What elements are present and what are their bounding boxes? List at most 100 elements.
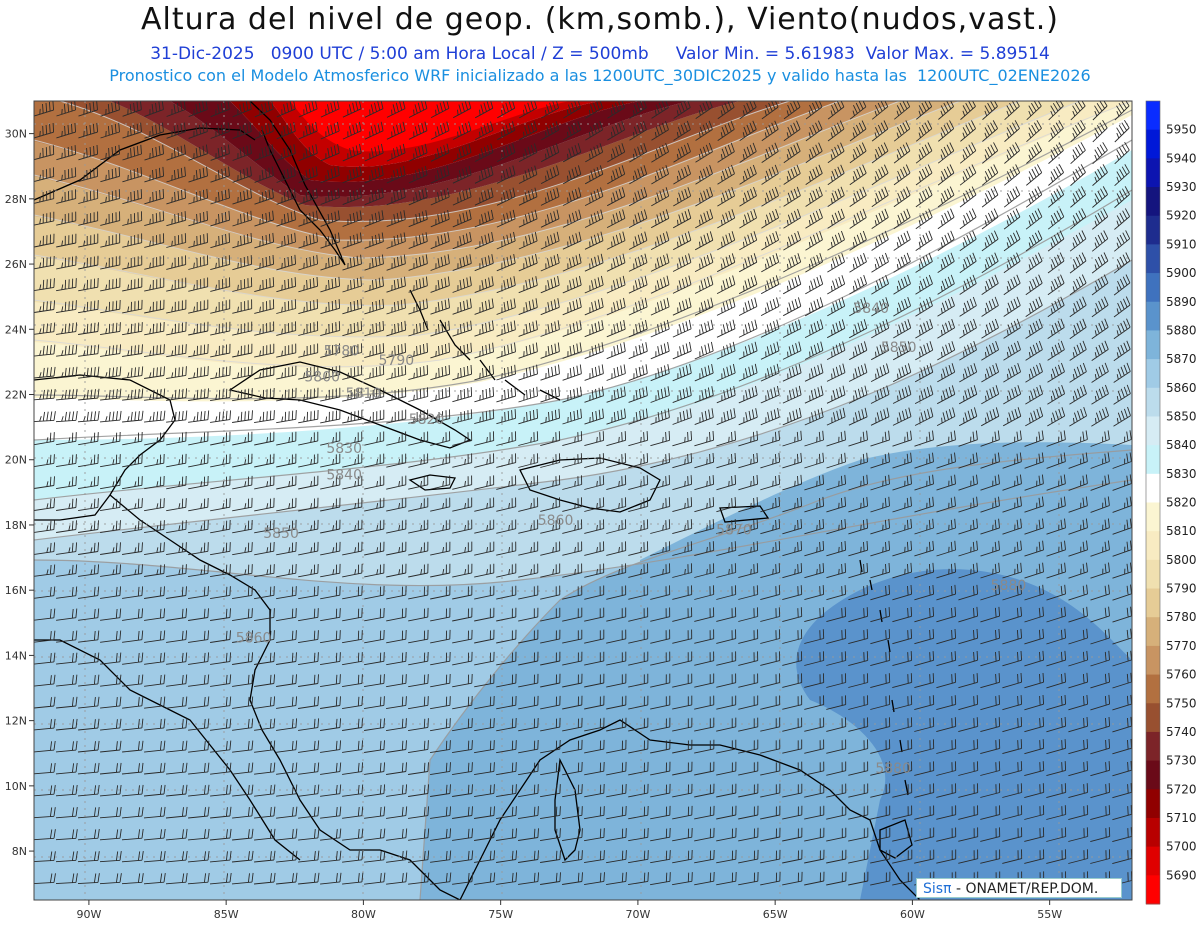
colorbar-swatch	[1146, 129, 1160, 159]
lat-tick-label: 24N	[5, 323, 27, 336]
contour-label: 5870	[716, 523, 752, 539]
height-band-5840	[34, 190, 1132, 540]
colorbar-swatch	[1146, 101, 1160, 131]
lat-tick-label: 12N	[5, 715, 27, 728]
colorbar-label: 5900	[1166, 266, 1197, 280]
colorbar-label: 5690	[1166, 868, 1197, 882]
colorbar-swatch	[1146, 445, 1160, 475]
colorbar-swatch	[1146, 559, 1160, 590]
lat-tick-label: 28N	[5, 193, 27, 206]
colorbar-swatch	[1146, 158, 1160, 188]
height-band-5760	[34, 101, 900, 258]
colorbar-label: 5730	[1166, 754, 1197, 768]
colorbar-label: 5770	[1166, 639, 1197, 653]
lat-tick-label: 30N	[5, 128, 27, 141]
colorbar-label: 5850	[1166, 409, 1197, 423]
model-info-subtitle: Pronostico con el Modelo Atmosferico WRF…	[109, 66, 1091, 85]
colorbar-swatch	[1146, 760, 1160, 790]
contour-labels: 5780 5790 5800 5810 5820 5830 5840 5840 5850 5850…	[236, 301, 1027, 777]
coastlines	[34, 101, 921, 900]
lat-tick-label: 26N	[5, 258, 27, 271]
colorbar-label: 5710	[1166, 811, 1197, 825]
height-band-5820	[34, 110, 1132, 440]
map-frame	[33, 100, 1133, 901]
contour-label: 5850	[263, 526, 299, 542]
colorbar-swatch	[1146, 789, 1160, 819]
colorbar-label: 5940	[1166, 151, 1197, 165]
lat-tick-label: 16N	[5, 584, 27, 597]
colorbar-label: 5800	[1166, 553, 1197, 567]
sis-logo-text: Sisπ	[923, 881, 952, 897]
lon-tick-label: 65W	[763, 908, 788, 921]
contour-label: 5850	[881, 340, 917, 356]
wind-barb-field	[34, 101, 1132, 886]
height-band-5800	[34, 101, 1132, 368]
lon-tick-label: 80W	[351, 908, 376, 921]
lat-tick-label: 14N	[5, 649, 27, 662]
colorbar-label: 5860	[1166, 381, 1197, 395]
colorbar-label: 5830	[1166, 467, 1197, 481]
lon-tick-label: 60W	[900, 908, 925, 921]
contour-label: 5830	[326, 441, 362, 457]
height-band-5730	[110, 101, 740, 208]
colorbar-swatch	[1146, 473, 1160, 503]
colorbar-swatch	[1146, 846, 1160, 876]
colorbar-label: 5700	[1166, 840, 1197, 854]
colorbar-swatch	[1146, 875, 1160, 905]
contour-label: 5840	[853, 301, 889, 317]
colorbar-swatch	[1146, 502, 1160, 532]
lat-tick-label: 20N	[5, 454, 27, 467]
colorbar-label: 5890	[1166, 295, 1197, 309]
lat-tick-label: 18N	[5, 519, 27, 532]
colorbar-label: 5720	[1166, 782, 1197, 796]
lon-tick-label: 70W	[625, 908, 650, 921]
wind-barbs	[34, 101, 1132, 886]
colorbar-label: 5820	[1166, 496, 1197, 510]
contour-label: 5780	[324, 343, 360, 359]
colorbar-swatch	[1146, 617, 1160, 647]
colorbar-label: 5910	[1166, 237, 1197, 251]
colorbar-label: 5920	[1166, 209, 1197, 223]
height-band-5830	[34, 140, 1132, 500]
colorbar-frame	[1145, 100, 1161, 905]
height-band-5790	[34, 101, 1080, 338]
colorbar-swatch	[1146, 187, 1160, 217]
colorbar-swatch	[1146, 244, 1160, 274]
lon-tick-label: 75W	[488, 908, 513, 921]
colorbar-swatch	[1146, 645, 1160, 676]
colorbar-label: 5880	[1166, 323, 1197, 337]
contour-label: 5800	[304, 369, 340, 385]
contour-label: 5810	[346, 386, 382, 402]
map-axes: 90W 85W 80W 75W 70W 65W 60W 55W 30N 28N 26N 24N 22N 2…	[5, 128, 1062, 921]
colorbar-swatch	[1146, 531, 1160, 561]
colorbar-swatch	[1146, 703, 1160, 733]
colorbar-swatch	[1146, 273, 1160, 303]
colorbar-label: 5740	[1166, 725, 1197, 739]
contour-label: 5860	[236, 630, 272, 646]
contour-label: 5820	[409, 412, 445, 428]
colorbar-swatch	[1146, 387, 1160, 417]
height-band-5750	[34, 101, 840, 241]
colorbar-label: 5760	[1166, 668, 1197, 682]
colorbar-swatch	[1146, 817, 1160, 848]
contour-label: 5860	[538, 513, 574, 529]
colorbar-label: 5810	[1166, 524, 1197, 538]
height-band-5880-north	[640, 442, 1132, 580]
colorbar-swatch	[1146, 588, 1160, 618]
colorbar-label: 5870	[1166, 352, 1197, 366]
lat-tick-label: 10N	[5, 780, 27, 793]
colorbar-label: 5950	[1166, 123, 1197, 137]
height-band-5770	[34, 101, 960, 280]
lon-tick-label: 90W	[76, 908, 101, 921]
height-band-5810	[34, 101, 1132, 402]
colorbar-swatch	[1146, 359, 1160, 389]
credit-org: - ONAMET/REP.DOM.	[951, 881, 1099, 897]
contour-label: 5880	[875, 761, 911, 777]
contour-label: 5790	[379, 353, 415, 369]
credit-box: Sisπ - ONAMET/REP.DOM.	[916, 878, 1122, 898]
lon-tick-label: 85W	[214, 908, 239, 921]
height-band-5710	[230, 101, 640, 182]
colorbar-swatch	[1146, 215, 1160, 245]
contour-label: 5840	[326, 467, 362, 483]
